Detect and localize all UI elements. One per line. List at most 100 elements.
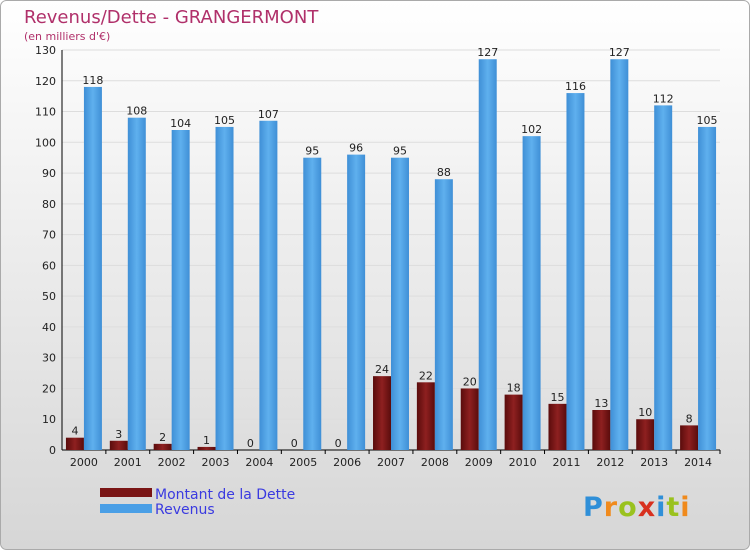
x-tick-label: 2013: [640, 456, 668, 469]
revenue-bar: [698, 126, 717, 450]
y-tick-label: 20: [42, 382, 56, 395]
x-tick-label: 2005: [289, 456, 317, 469]
y-tick-label: 40: [42, 321, 56, 334]
debt-bar: [504, 394, 523, 450]
revenue-value-label: 116: [565, 80, 586, 93]
revenue-bar: [391, 157, 409, 450]
debt-value-label: 4: [71, 425, 78, 438]
debt-value-label: 0: [291, 437, 298, 450]
revenue-bar: [610, 59, 629, 450]
revenue-value-label: 95: [393, 145, 407, 158]
legend: Montant de la Dette Revenus: [100, 487, 295, 518]
y-tick-label: 120: [35, 75, 56, 88]
y-tick-label: 70: [42, 229, 56, 242]
legend-swatch-revenue: [100, 504, 152, 513]
legend-label-debt: Montant de la Dette: [155, 487, 295, 503]
debt-bar: [109, 440, 128, 450]
chart-title: Revenus/Dette - GRANGERMONT: [24, 7, 319, 28]
debt-value-label: 10: [638, 406, 652, 419]
x-tick-label: 2004: [245, 456, 273, 469]
debt-bar: [197, 446, 216, 450]
bars: [65, 59, 717, 451]
y-tick-label: 0: [49, 444, 56, 457]
debt-bar: [680, 425, 699, 450]
y-tick-label: 10: [42, 413, 56, 426]
x-tick-label: 2006: [333, 456, 361, 469]
y-tick-label: 100: [35, 136, 56, 149]
x-tick-label: 2000: [70, 456, 98, 469]
x-tick-label: 2007: [377, 456, 405, 469]
revenue-value-label: 105: [697, 114, 718, 127]
revenue-value-label: 104: [170, 117, 191, 130]
debt-value-label: 20: [463, 375, 477, 388]
debt-bar: [65, 437, 84, 450]
revenue-bar: [566, 93, 585, 451]
debt-bar: [548, 403, 567, 450]
revenue-value-label: 105: [214, 114, 235, 127]
x-tick-label: 2010: [509, 456, 537, 469]
legend-swatch-debt: [100, 488, 152, 497]
revenue-value-label: 95: [305, 145, 319, 158]
revenue-bar: [259, 120, 278, 451]
y-tick-label: 50: [42, 290, 56, 303]
svg-text:Proxiti: Proxiti: [583, 492, 691, 523]
y-tick-label: 110: [35, 106, 56, 119]
revenue-value-label: 108: [126, 105, 147, 118]
y-axis-ticks: 0 10 20 30 40 50 60 70 80 90 100 110 120 130: [35, 44, 56, 457]
debt-value-label: 0: [335, 437, 342, 450]
revenue-bar: [127, 117, 146, 450]
chart-subtitle: (en milliers d'€): [24, 30, 110, 43]
revenue-value-label: 127: [609, 46, 630, 59]
revenue-bar: [522, 136, 541, 450]
revenue-bar: [171, 130, 190, 450]
revenue-value-label: 107: [258, 108, 279, 121]
debt-bar: [416, 382, 435, 450]
debt-value-label: 0: [247, 437, 254, 450]
y-tick-label: 130: [35, 44, 56, 57]
debt-value-label: 2: [159, 431, 166, 444]
debt-value-label: 13: [594, 397, 608, 410]
y-tick-label: 90: [42, 167, 56, 180]
revenue-value-label: 96: [349, 142, 363, 155]
debt-value-label: 15: [550, 391, 564, 404]
revenue-value-label: 102: [521, 123, 542, 136]
legend-label-revenue: Revenus: [155, 502, 215, 518]
debt-value-label: 1: [203, 434, 210, 447]
debt-bar: [153, 443, 172, 450]
debt-bar: [460, 388, 479, 450]
revenue-value-label: 127: [477, 46, 498, 59]
revenue-bar: [434, 179, 453, 450]
revenue-bar: [83, 86, 102, 450]
revenue-bar: [303, 157, 322, 450]
debt-bar: [592, 410, 611, 450]
debt-value-label: 8: [686, 412, 693, 425]
debt-bar: [373, 376, 391, 450]
debt-bar: [636, 419, 655, 450]
debt-value-label: 22: [419, 369, 433, 382]
data-labels: 4118310821041105010709509624952288201271…: [71, 46, 717, 450]
y-tick-label: 30: [42, 352, 56, 365]
debt-value-label: 24: [375, 363, 389, 376]
y-tick-label: 60: [42, 259, 56, 272]
x-tick-label: 2011: [552, 456, 580, 469]
proxiti-logo: Proxiti: [583, 492, 691, 523]
revenue-bar: [654, 105, 673, 450]
x-tick-label: 2012: [596, 456, 624, 469]
revenue-value-label: 118: [82, 74, 103, 87]
x-tick-label: 2008: [421, 456, 449, 469]
revenue-bar: [215, 126, 234, 450]
revenue-bar: [478, 59, 497, 450]
revenue-value-label: 112: [653, 92, 674, 105]
x-tick-label: 2001: [114, 456, 142, 469]
x-axis-ticks: 2000 2001 2002 2003 2004 2005 2006 2007 2008 2009…: [70, 450, 721, 469]
x-tick-label: 2003: [202, 456, 230, 469]
x-tick-label: 2002: [158, 456, 186, 469]
revenue-bar: [347, 154, 366, 450]
x-tick-label: 2014: [684, 456, 712, 469]
revenue-value-label: 88: [437, 166, 451, 179]
y-tick-label: 80: [42, 198, 56, 211]
debt-value-label: 3: [115, 428, 122, 441]
debt-value-label: 18: [507, 382, 521, 395]
x-tick-label: 2009: [465, 456, 493, 469]
